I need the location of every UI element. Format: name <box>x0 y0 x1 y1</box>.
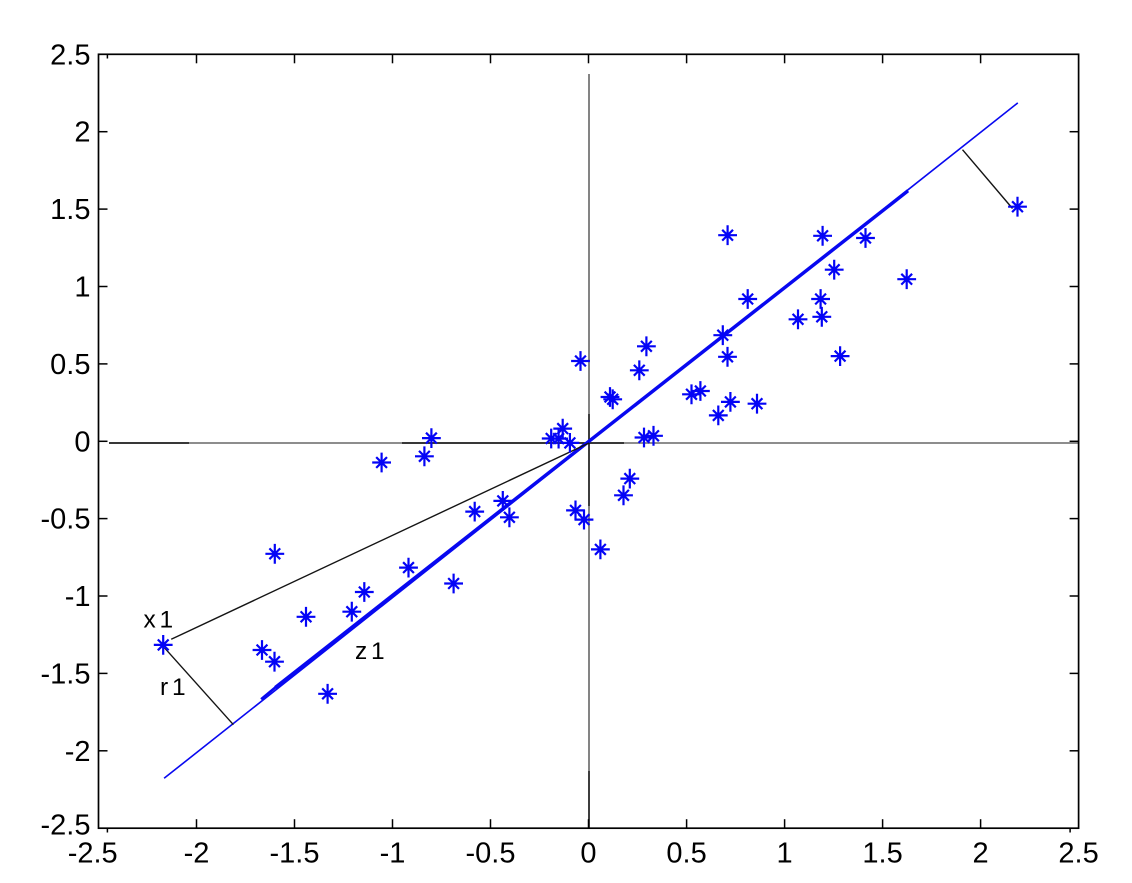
svg-text:1.5: 1.5 <box>862 838 902 870</box>
svg-text:1: 1 <box>777 838 793 870</box>
svg-text:-2: -2 <box>65 736 91 768</box>
svg-text:2: 2 <box>973 838 989 870</box>
svg-text:0: 0 <box>580 838 596 870</box>
svg-text:-1: -1 <box>65 581 91 613</box>
svg-text:-2.5: -2.5 <box>68 838 118 870</box>
svg-text:-1.5: -1.5 <box>270 838 320 870</box>
svg-text:0.5: 0.5 <box>666 838 706 870</box>
svg-text:0: 0 <box>74 426 90 458</box>
svg-text:2.5: 2.5 <box>1058 838 1098 870</box>
svg-text:-0.5: -0.5 <box>466 838 516 870</box>
svg-text:-2: -2 <box>184 838 210 870</box>
svg-text:-1: -1 <box>380 838 406 870</box>
svg-text:r1: r1 <box>160 674 189 701</box>
svg-text:1.5: 1.5 <box>50 194 90 226</box>
svg-text:z1: z1 <box>355 638 388 665</box>
svg-text:1: 1 <box>74 272 90 304</box>
svg-text:-2.5: -2.5 <box>41 809 91 841</box>
svg-text:0.5: 0.5 <box>50 349 90 381</box>
svg-text:-0.5: -0.5 <box>41 504 91 536</box>
svg-text:2.5: 2.5 <box>50 39 90 71</box>
svg-text:2: 2 <box>74 117 90 149</box>
svg-text:x1: x1 <box>144 607 177 634</box>
svg-text:-1.5: -1.5 <box>41 658 91 690</box>
